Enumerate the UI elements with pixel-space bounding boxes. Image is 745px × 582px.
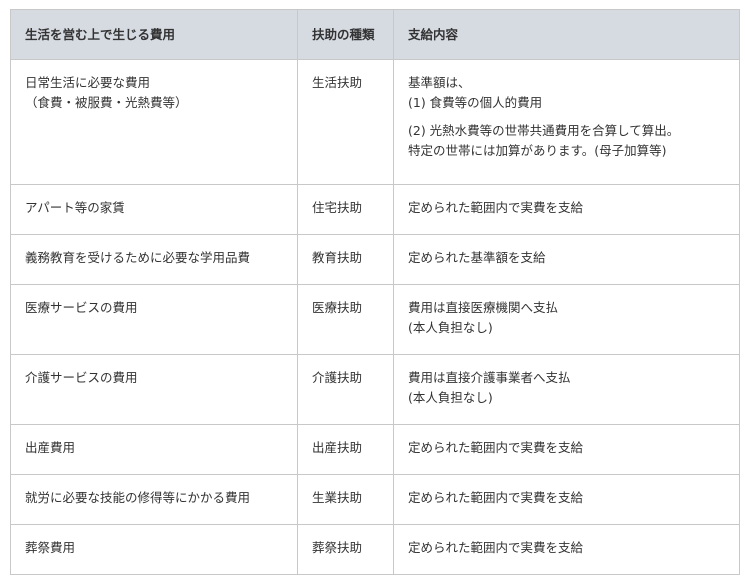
content-cell: 定められた範囲内で実費を支給	[393, 474, 740, 525]
type-cell: 教育扶助	[297, 234, 394, 285]
cost-cell: 日常生活に必要な費用 （食費・被服費・光熱費等）	[10, 59, 298, 185]
table-row: 介護サービスの費用 介護扶助 費用は直接介護事業者へ支払 (本人負担なし)	[10, 354, 740, 425]
cost-cell: 介護サービスの費用	[10, 354, 298, 425]
type-cell: 医療扶助	[297, 284, 394, 355]
cost-cell: 義務教育を受けるために必要な学用品費	[10, 234, 298, 285]
content-text: 費用は直接医療機関へ支払	[408, 300, 559, 315]
cost-cell: アパート等の家賃	[10, 184, 298, 235]
header-cost: 生活を営む上で生じる費用	[10, 9, 298, 60]
type-cell: 介護扶助	[297, 354, 394, 425]
content-text: (本人負担なし)	[408, 390, 493, 405]
cost-cell: 葬祭費用	[10, 524, 298, 575]
table-row: 出産費用 出産扶助 定められた範囲内で実費を支給	[10, 424, 740, 475]
table-row: 葬祭費用 葬祭扶助 定められた範囲内で実費を支給	[10, 524, 740, 575]
cost-cell: 就労に必要な技能の修得等にかかる費用	[10, 474, 298, 525]
content-text: (2) 光熱水費等の世帯共通費用を合算して算出。	[408, 123, 680, 138]
table-row: アパート等の家賃 住宅扶助 定められた範囲内で実費を支給	[10, 184, 740, 235]
table-row: 就労に必要な技能の修得等にかかる費用 生業扶助 定められた範囲内で実費を支給	[10, 474, 740, 525]
content-cell: 定められた範囲内で実費を支給	[393, 184, 740, 235]
type-cell: 葬祭扶助	[297, 524, 394, 575]
content-text: (本人負担なし)	[408, 320, 493, 335]
header-row: 生活を営む上で生じる費用 扶助の種類 支給内容	[10, 9, 740, 60]
content-cell: 費用は直接介護事業者へ支払 (本人負担なし)	[393, 354, 740, 425]
table-row: 医療サービスの費用 医療扶助 費用は直接医療機関へ支払 (本人負担なし)	[10, 284, 740, 355]
cost-text: （食費・被服費・光熱費等）	[25, 95, 188, 110]
type-cell: 出産扶助	[297, 424, 394, 475]
type-cell: 住宅扶助	[297, 184, 394, 235]
content-text: 特定の世帯には加算があります。(母子加算等)	[408, 143, 667, 158]
content-cell: 費用は直接医療機関へ支払 (本人負担なし)	[393, 284, 740, 355]
content-cell: 定められた範囲内で実費を支給	[393, 424, 740, 475]
cost-cell: 医療サービスの費用	[10, 284, 298, 355]
cost-text: 日常生活に必要な費用	[25, 75, 151, 90]
content-cell: 定められた基準額を支給	[393, 234, 740, 285]
content-cell: 基準額は、 (1) 食費等の個人的費用 (2) 光熱水費等の世帯共通費用を合算し…	[393, 59, 740, 185]
table-row: 日常生活に必要な費用 （食費・被服費・光熱費等） 生活扶助 基準額は、 (1) …	[10, 59, 740, 185]
cost-cell: 出産費用	[10, 424, 298, 475]
content-text: 基準額は、	[408, 75, 471, 90]
type-cell: 生業扶助	[297, 474, 394, 525]
public-assistance-table: 生活を営む上で生じる費用 扶助の種類 支給内容 日常生活に必要な費用 （食費・被…	[10, 9, 740, 575]
table-row: 義務教育を受けるために必要な学用品費 教育扶助 定められた基準額を支給	[10, 234, 740, 285]
content-text: (1) 食費等の個人的費用	[408, 95, 543, 110]
header-type: 扶助の種類	[297, 9, 394, 60]
header-content: 支給内容	[393, 9, 740, 60]
content-cell: 定められた範囲内で実費を支給	[393, 524, 740, 575]
type-cell: 生活扶助	[297, 59, 394, 185]
content-text: 費用は直接介護事業者へ支払	[408, 370, 571, 385]
